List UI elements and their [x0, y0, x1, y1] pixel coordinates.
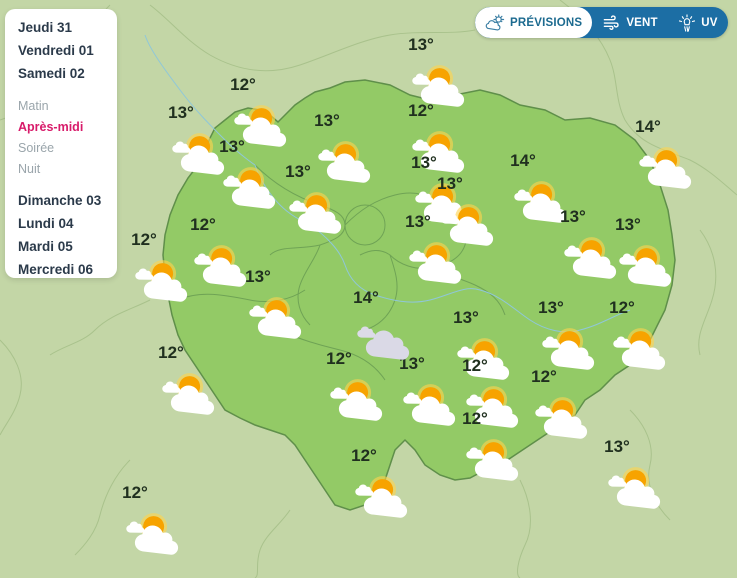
svg-text:13°: 13° [405, 212, 431, 231]
svg-text:13°: 13° [453, 308, 479, 327]
svg-text:12°: 12° [131, 230, 157, 249]
svg-text:14°: 14° [510, 151, 536, 170]
svg-text:12°: 12° [531, 367, 557, 386]
svg-text:13°: 13° [314, 111, 340, 130]
svg-text:13°: 13° [411, 153, 437, 172]
svg-text:13°: 13° [437, 174, 463, 193]
svg-text:12°: 12° [190, 215, 216, 234]
svg-text:13°: 13° [245, 267, 271, 286]
svg-text:13°: 13° [168, 103, 194, 122]
svg-text:12°: 12° [326, 349, 352, 368]
svg-text:12°: 12° [158, 343, 184, 362]
svg-text:12°: 12° [462, 409, 488, 428]
svg-text:12°: 12° [351, 446, 377, 465]
svg-text:14°: 14° [635, 117, 661, 136]
svg-text:12°: 12° [230, 75, 256, 94]
svg-text:13°: 13° [615, 215, 641, 234]
svg-text:13°: 13° [408, 35, 434, 54]
svg-text:12°: 12° [408, 101, 434, 120]
svg-text:12°: 12° [462, 356, 488, 375]
svg-text:13°: 13° [285, 162, 311, 181]
svg-text:13°: 13° [560, 207, 586, 226]
svg-text:13°: 13° [219, 137, 245, 156]
svg-text:14°: 14° [353, 288, 379, 307]
svg-text:13°: 13° [538, 298, 564, 317]
svg-text:13°: 13° [604, 437, 630, 456]
svg-text:12°: 12° [609, 298, 635, 317]
svg-text:12°: 12° [122, 483, 148, 502]
